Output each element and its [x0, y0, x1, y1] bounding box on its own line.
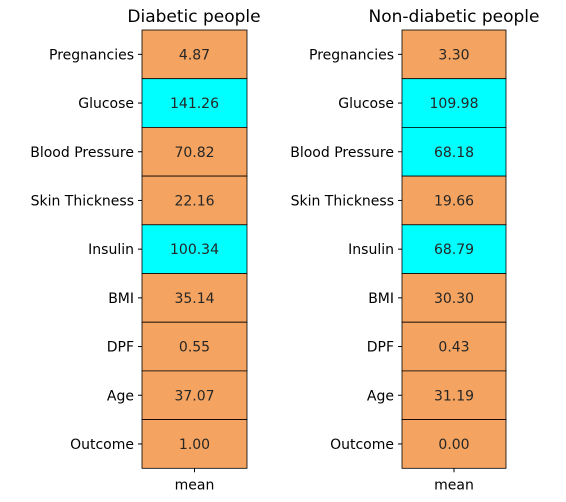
non-diabetic-title: Non-diabetic people — [369, 7, 540, 27]
diabetic-cell-age — [141, 370, 248, 420]
diabetic-value-bmi: 35.14 — [174, 291, 214, 307]
diabetic-cell-dpf — [141, 321, 248, 372]
diabetic-value-age: 37.07 — [174, 388, 214, 404]
diabetic-ylabel-blood-pressure: Blood Pressure — [30, 145, 134, 161]
diabetic-title: Diabetic people — [127, 7, 260, 27]
non-diabetic-ylabel-outcome: Outcome — [330, 437, 394, 453]
non-diabetic-cell-blood-pressure — [401, 127, 507, 177]
non-diabetic-value-pregnancies: 3.30 — [438, 47, 469, 63]
non-diabetic-cell-age — [401, 370, 507, 420]
diabetic-ylabel-skin-thickness: Skin Thickness — [31, 193, 134, 209]
non-diabetic-value-bmi: 30.30 — [434, 291, 474, 307]
diabetic-ylabel-pregnancies: Pregnancies — [49, 47, 134, 63]
non-diabetic-cell-pregnancies — [401, 29, 507, 80]
diabetic-ylabel-glucose: Glucose — [78, 96, 134, 112]
diabetic-cell-glucose — [141, 78, 248, 128]
non-diabetic-cell-bmi — [401, 273, 507, 323]
non-diabetic-ylabel-bmi: BMI — [368, 291, 394, 307]
non-diabetic-ylabel-skin-thickness: Skin Thickness — [291, 193, 394, 209]
diabetic-ylabel-dpf: DPF — [107, 340, 134, 356]
diabetic-cell-bmi — [141, 273, 248, 323]
non-diabetic-ylabel-age: Age — [367, 388, 394, 404]
diabetic-ylabel-outcome: Outcome — [70, 437, 134, 453]
non-diabetic-ylabel-pregnancies: Pregnancies — [309, 47, 394, 63]
non-diabetic-ylabel-blood-pressure: Blood Pressure — [290, 145, 394, 161]
diabetic-xlabel-mean: mean — [175, 477, 215, 493]
diabetic-value-pregnancies: 4.87 — [179, 47, 210, 63]
non-diabetic-cell-glucose — [401, 78, 507, 128]
non-diabetic-value-blood-pressure: 68.18 — [434, 145, 474, 161]
diabetic-value-dpf: 0.55 — [179, 340, 210, 356]
non-diabetic-ylabel-glucose: Glucose — [338, 96, 394, 112]
diabetic-value-outcome: 1.00 — [179, 437, 210, 453]
diabetic-value-glucose: 141.26 — [170, 96, 219, 112]
diabetic-ylabel-bmi: BMI — [108, 291, 134, 307]
non-diabetic-value-insulin: 68.79 — [434, 242, 474, 258]
diabetic-ylabel-age: Age — [107, 388, 134, 404]
non-diabetic-xlabel-mean: mean — [434, 477, 474, 493]
diabetic-value-skin-thickness: 22.16 — [174, 193, 214, 209]
diabetic-cell-pregnancies — [141, 29, 248, 80]
non-diabetic-ylabel-dpf: DPF — [367, 340, 394, 356]
non-diabetic-cell-dpf — [401, 321, 507, 372]
non-diabetic-value-dpf: 0.43 — [438, 340, 469, 356]
non-diabetic-value-age: 31.19 — [434, 388, 474, 404]
non-diabetic-value-outcome: 0.00 — [438, 437, 469, 453]
non-diabetic-ylabel-insulin: Insulin — [348, 242, 394, 258]
diabetic-value-insulin: 100.34 — [170, 242, 219, 258]
non-diabetic-value-glucose: 109.98 — [430, 96, 479, 112]
diabetic-ylabel-insulin: Insulin — [88, 242, 134, 258]
non-diabetic-value-skin-thickness: 19.66 — [434, 193, 474, 209]
diabetic-value-blood-pressure: 70.82 — [174, 145, 214, 161]
